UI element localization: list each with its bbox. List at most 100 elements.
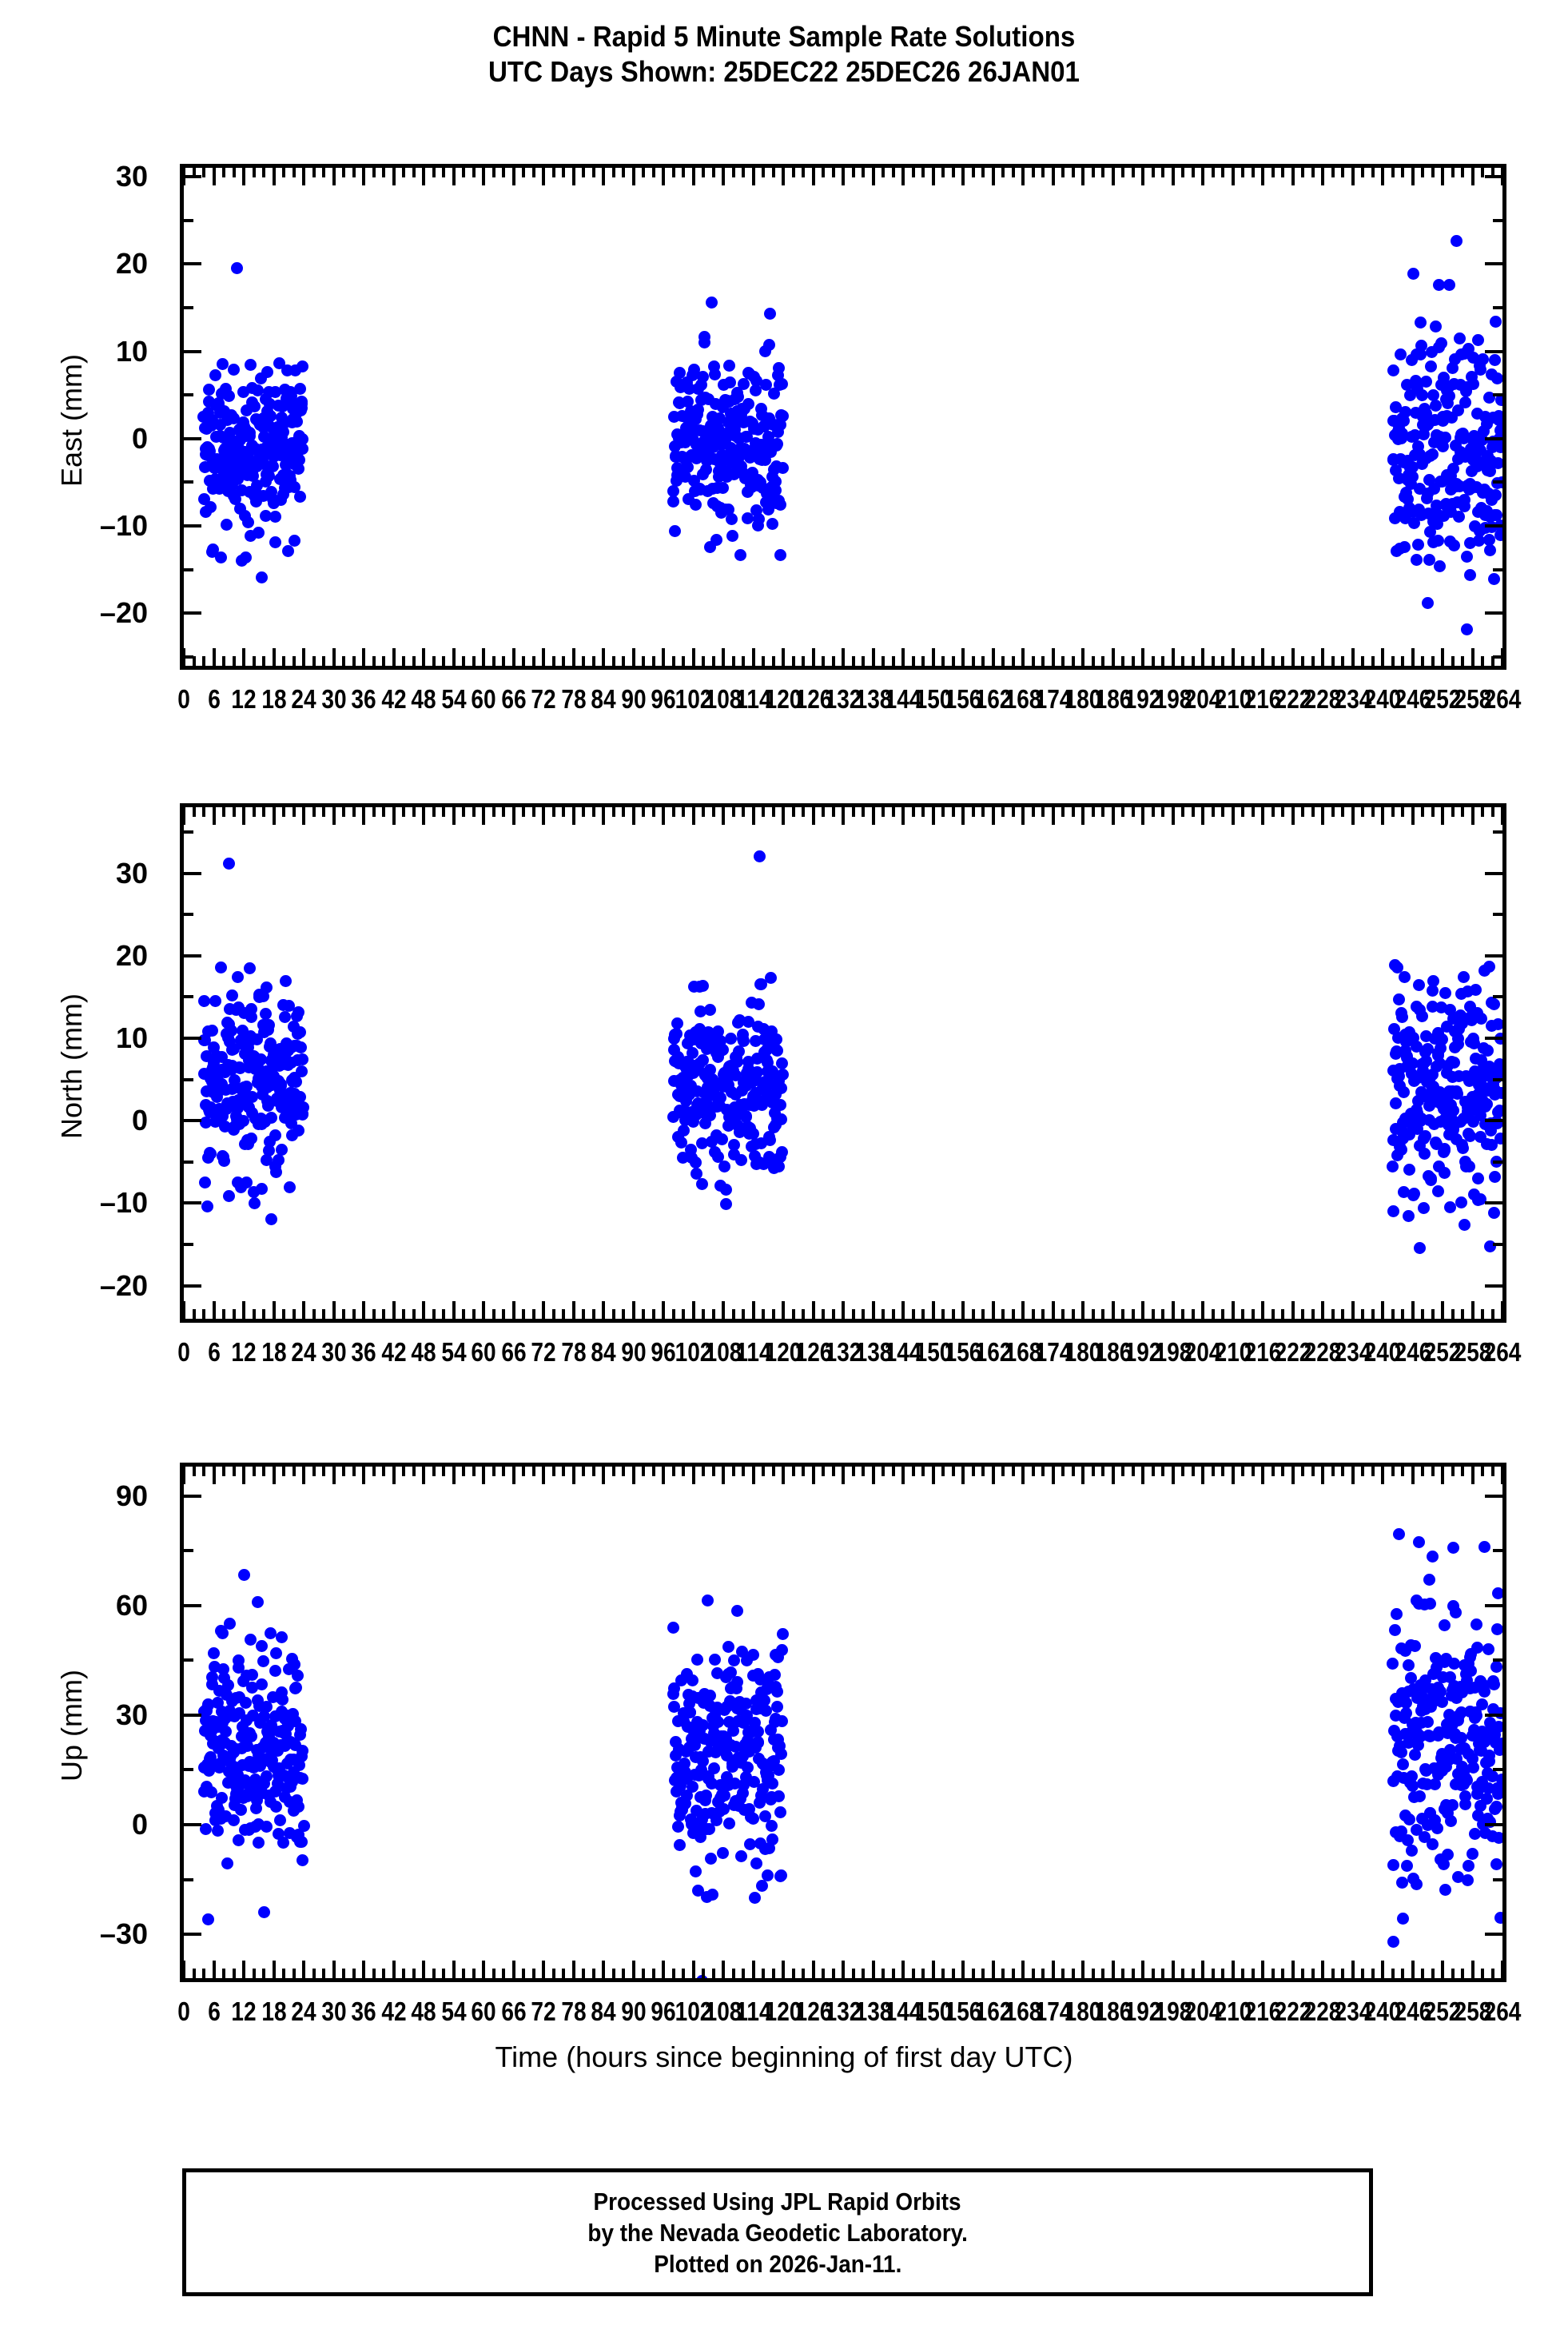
x-axis-tick: [961, 807, 965, 825]
y-axis-tick-label: 20: [115, 938, 148, 972]
y-axis-tick: [1485, 174, 1502, 178]
x-axis-tick: [901, 1961, 905, 1978]
x-axis-tick: [1241, 168, 1244, 177]
x-axis-tick: [1481, 1309, 1484, 1319]
data-point: [260, 981, 273, 994]
y-axis-tick: [184, 871, 201, 875]
x-axis-tick: [1501, 1467, 1502, 1484]
x-axis-tick: [842, 1467, 845, 1484]
x-axis-tick: [901, 1301, 905, 1319]
x-axis-tick: [1241, 1309, 1244, 1319]
x-axis-tick: [302, 1961, 305, 1978]
x-axis-tick: [1321, 807, 1324, 825]
x-axis-tick: [802, 656, 805, 666]
x-axis-tick: [462, 168, 465, 177]
panel-east-frame: [180, 164, 1506, 670]
data-point: [1409, 1639, 1422, 1652]
y-axis-tick: [184, 1494, 201, 1498]
x-axis-tick: [442, 1969, 445, 1978]
y-axis-tick: [1493, 995, 1502, 999]
x-axis-tick: [482, 648, 485, 666]
x-axis-tick: [352, 168, 356, 177]
x-axis-tick: [1441, 168, 1444, 185]
data-point: [294, 1722, 307, 1735]
x-axis-tick: [1381, 1467, 1384, 1484]
x-axis-tick: [1361, 168, 1364, 177]
x-axis-tick: [1211, 168, 1215, 177]
data-point: [762, 338, 775, 351]
panel-up-plot-area: [184, 1467, 1502, 1978]
data-point: [718, 1790, 730, 1802]
x-axis-tick: [1401, 1969, 1404, 1978]
x-axis-tick: [372, 1467, 376, 1476]
data-point: [228, 412, 241, 424]
data-point: [290, 416, 303, 428]
x-axis-tick: [222, 1309, 225, 1319]
y-axis-tick-label: 30: [115, 1698, 148, 1731]
x-axis-tick: [322, 1467, 325, 1476]
x-axis-tick: [562, 1309, 565, 1319]
x-axis-tick: [1361, 1969, 1364, 1978]
data-point: [1395, 1010, 1408, 1023]
x-axis-tick: [1151, 807, 1155, 817]
x-axis-tick: [651, 1309, 655, 1319]
x-axis-tick: [1441, 1467, 1444, 1484]
data-point: [255, 571, 268, 583]
x-axis-tick: [981, 656, 985, 666]
data-point: [1488, 1170, 1501, 1183]
footer-line-1: Processed Using JPL Rapid Orbits: [594, 2187, 961, 2216]
data-point: [766, 518, 778, 531]
x-axis-tick: [811, 807, 815, 825]
data-point: [1396, 1876, 1409, 1889]
data-point: [246, 470, 259, 483]
x-axis-tick: [742, 807, 745, 817]
x-axis-tick: [222, 1467, 225, 1476]
data-point: [674, 366, 686, 379]
x-axis-tick: [862, 807, 865, 817]
data-point: [1418, 1202, 1431, 1215]
x-axis-tick: [1131, 168, 1135, 177]
x-axis-tick: [1101, 1467, 1104, 1476]
x-axis-tick-label: 48: [411, 684, 436, 714]
y-axis-tick: [1485, 1284, 1502, 1288]
x-axis-tick: [342, 807, 345, 817]
x-axis-tick: [1141, 807, 1144, 825]
x-axis-tick: [1181, 1969, 1184, 1978]
x-axis-tick: [951, 168, 955, 177]
x-axis-tick: [192, 807, 196, 817]
x-axis-tick: [1291, 1301, 1295, 1319]
x-axis-tick: [1181, 1309, 1184, 1319]
x-axis-tick: [1501, 1961, 1502, 1978]
x-axis-tick: [622, 656, 625, 666]
x-axis-tick: [642, 1969, 645, 1978]
x-axis-tick: [382, 1309, 385, 1319]
x-axis-tick: [1171, 648, 1175, 666]
x-axis-tick: [202, 1467, 205, 1476]
x-axis-tick: [302, 168, 305, 185]
data-point: [750, 1857, 762, 1870]
x-axis-tick: [981, 1969, 985, 1978]
data-point: [1455, 1196, 1468, 1209]
x-axis-tick: [1331, 656, 1335, 666]
x-axis-tick: [1331, 1969, 1335, 1978]
x-axis-tick: [542, 1961, 545, 1978]
data-point: [1399, 971, 1411, 984]
data-point: [1411, 538, 1424, 551]
x-axis-tick: [662, 1467, 665, 1484]
data-point: [269, 1664, 281, 1677]
data-point: [737, 378, 750, 391]
x-axis-tick: [851, 656, 855, 666]
y-axis-tick: [184, 830, 193, 834]
data-point: [701, 1594, 714, 1607]
x-axis-tick: [711, 1969, 715, 1978]
y-axis-tick: [1493, 1549, 1502, 1553]
x-axis-tick: [871, 1961, 875, 1978]
data-point: [746, 1648, 759, 1661]
x-axis-tick: [1271, 168, 1275, 177]
y-axis-tick: [1485, 1119, 1502, 1123]
data-point: [695, 1178, 708, 1191]
x-axis-tick: [691, 648, 695, 666]
data-point: [752, 1736, 765, 1749]
x-axis-tick: [472, 1309, 476, 1319]
data-point: [269, 385, 281, 398]
